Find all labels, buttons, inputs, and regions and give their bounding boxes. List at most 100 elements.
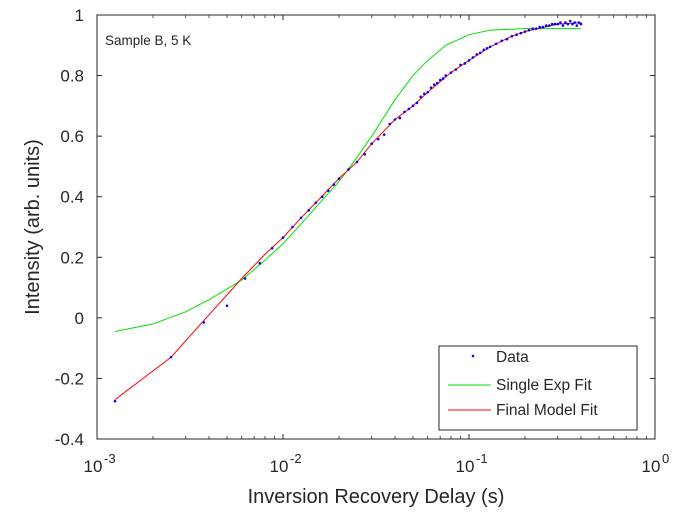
data-point bbox=[326, 189, 330, 192]
legend: Data Single Exp Fit Final Model Fit bbox=[438, 345, 638, 431]
data-point bbox=[519, 31, 523, 35]
data-point bbox=[429, 86, 433, 89]
data-point bbox=[482, 48, 486, 52]
legend-single-exp-label: Single Exp Fit bbox=[496, 377, 592, 394]
data-point bbox=[337, 177, 341, 180]
x-tick-base: 10 bbox=[456, 457, 475, 476]
x-tick-label: 10 -3 bbox=[84, 451, 116, 476]
data-point bbox=[291, 225, 294, 229]
data-point bbox=[459, 63, 462, 67]
y-tick-label: -0.2 bbox=[55, 369, 84, 388]
legend-data-label: Data bbox=[496, 349, 529, 366]
data-point bbox=[556, 22, 560, 26]
data-point bbox=[505, 37, 509, 41]
x-tick-exponent: -2 bbox=[290, 451, 302, 466]
data-point bbox=[577, 21, 581, 24]
x-tick-label: 10 -2 bbox=[270, 451, 302, 476]
series-line-single-exp-fit bbox=[114, 28, 581, 332]
data-point bbox=[510, 34, 514, 38]
data-point bbox=[538, 25, 542, 29]
data-point bbox=[438, 78, 442, 82]
data-point bbox=[559, 21, 562, 24]
x-tick-labels: 10 -3 10 -2 10 -1 10 0 bbox=[84, 451, 670, 476]
data-point bbox=[202, 321, 206, 324]
data-point bbox=[547, 24, 551, 27]
data-point bbox=[454, 68, 458, 71]
data-point bbox=[441, 77, 445, 80]
legend-final-model-label: Final Model Fit bbox=[496, 402, 598, 419]
data-point bbox=[500, 39, 504, 43]
y-tick-label: 0.4 bbox=[60, 188, 84, 207]
data-point bbox=[258, 262, 262, 265]
legend-data-marker bbox=[471, 354, 475, 358]
data-point bbox=[444, 74, 448, 77]
y-axis-label: Intensity (arb. units) bbox=[22, 139, 44, 315]
data-point bbox=[314, 201, 318, 205]
data-point bbox=[541, 25, 545, 29]
x-tick-exponent: -1 bbox=[476, 451, 488, 466]
data-point bbox=[553, 22, 557, 26]
data-point bbox=[544, 24, 548, 27]
data-point bbox=[299, 216, 303, 220]
x-tick-label: 10 -1 bbox=[456, 451, 488, 476]
y-tick-label: -0.4 bbox=[55, 430, 84, 449]
plot-frame bbox=[96, 14, 656, 440]
data-point bbox=[407, 107, 411, 111]
legend-box bbox=[438, 345, 638, 431]
x-tick-exponent: 0 bbox=[662, 451, 669, 466]
data-point bbox=[169, 355, 173, 359]
data-point bbox=[463, 62, 467, 65]
y-tick-label: 0.8 bbox=[60, 67, 84, 86]
data-point bbox=[281, 236, 285, 239]
y-tick-label: 1 bbox=[75, 6, 84, 25]
data-point bbox=[225, 304, 229, 308]
data-point bbox=[432, 83, 436, 86]
x-tick-base: 10 bbox=[642, 457, 661, 476]
data-point bbox=[534, 27, 538, 30]
x-tick-label: 10 0 bbox=[642, 451, 670, 476]
x-axis-label: Inversion Recovery Delay (s) bbox=[248, 486, 505, 508]
data-point bbox=[573, 21, 576, 24]
data-point bbox=[488, 45, 492, 49]
data-point bbox=[320, 195, 324, 199]
data-point bbox=[415, 101, 419, 105]
data-point bbox=[270, 246, 274, 250]
data-point bbox=[419, 95, 423, 99]
data-point bbox=[579, 22, 583, 26]
sample-annotation: Sample B, 5 K bbox=[105, 33, 191, 48]
data-point bbox=[411, 104, 415, 108]
data-point bbox=[355, 160, 359, 164]
data-point bbox=[332, 183, 336, 186]
y-tick-labels: -0.4 -0.2 0 0.2 0.4 0.6 0.8 1 bbox=[55, 6, 84, 449]
y-tick-label: 0.6 bbox=[60, 127, 84, 146]
data-point bbox=[393, 118, 397, 121]
data-point bbox=[471, 56, 475, 59]
data-point bbox=[113, 399, 117, 403]
data-point bbox=[494, 42, 498, 46]
data-point bbox=[347, 168, 350, 171]
data-point bbox=[523, 30, 527, 33]
y-tick-label: 0 bbox=[75, 309, 84, 328]
data-point bbox=[370, 142, 374, 146]
y-tick-label: 0.2 bbox=[60, 248, 84, 267]
data-point bbox=[571, 22, 574, 26]
data-point bbox=[376, 137, 380, 141]
data-point bbox=[531, 27, 534, 30]
data-point bbox=[550, 22, 554, 26]
data-point bbox=[382, 133, 386, 136]
data-point bbox=[527, 28, 531, 32]
data-point bbox=[449, 71, 453, 74]
data-point bbox=[363, 153, 367, 156]
data-markers bbox=[113, 19, 583, 403]
data-point bbox=[561, 24, 565, 27]
data-point bbox=[388, 122, 392, 126]
data-point bbox=[515, 33, 518, 36]
axis-ticks bbox=[96, 14, 656, 440]
data-point bbox=[478, 51, 482, 55]
x-tick-base: 10 bbox=[270, 457, 289, 476]
data-point bbox=[307, 209, 311, 212]
data-point bbox=[485, 47, 489, 50]
data-point bbox=[568, 19, 572, 23]
data-point bbox=[423, 92, 426, 96]
